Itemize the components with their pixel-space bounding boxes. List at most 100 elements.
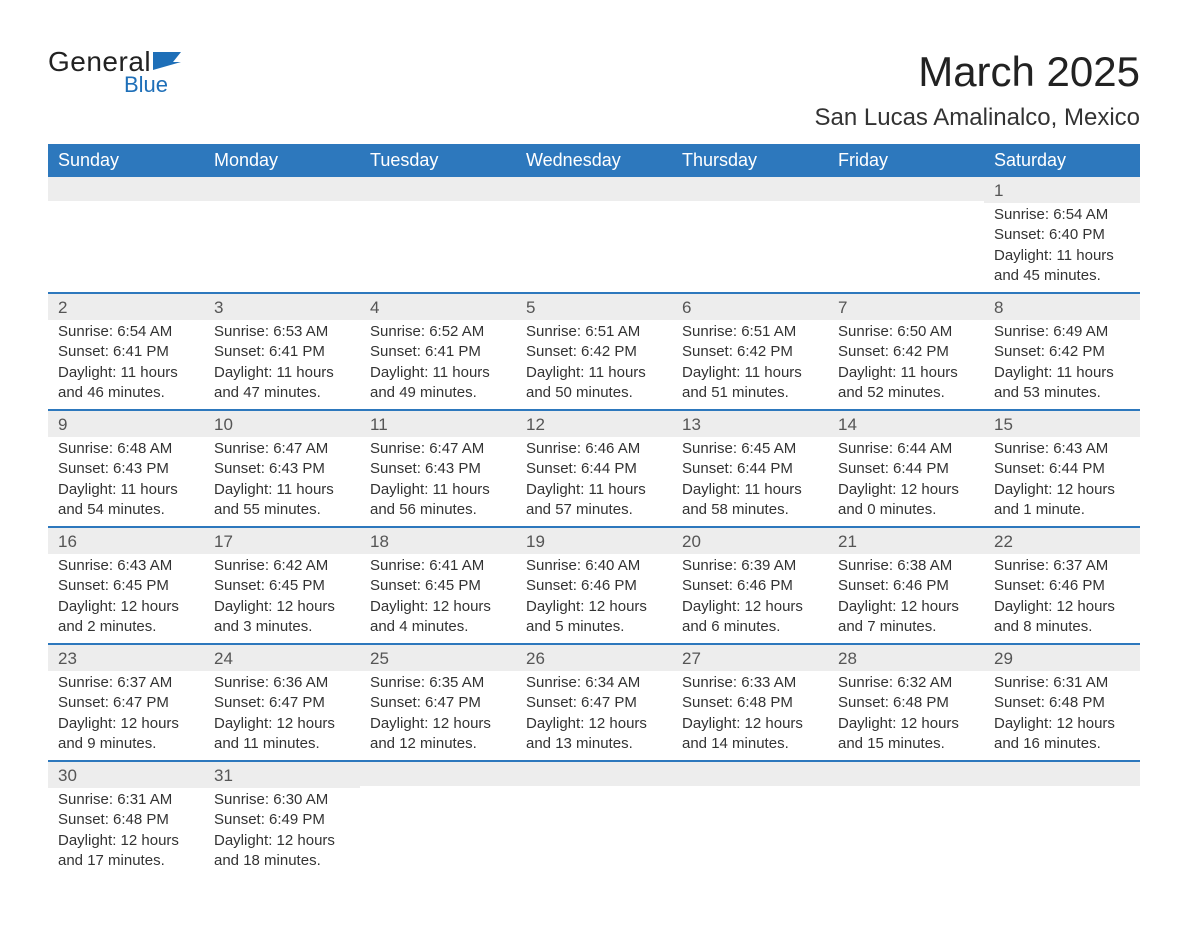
day-sunset: Sunset: 6:48 PM (838, 693, 974, 713)
calendar-cell (672, 177, 828, 293)
day-sunrise: Sunrise: 6:34 AM (526, 673, 662, 693)
day-sunrise: Sunrise: 6:43 AM (58, 556, 194, 576)
day-content: Sunrise: 6:44 AMSunset: 6:44 PMDaylight:… (828, 437, 984, 526)
day-sunset: Sunset: 6:48 PM (994, 693, 1130, 713)
day-number (516, 762, 672, 786)
day-sunset: Sunset: 6:47 PM (526, 693, 662, 713)
day-sunset: Sunset: 6:47 PM (58, 693, 194, 713)
day-d1: Daylight: 11 hours (214, 363, 350, 383)
day-content: Sunrise: 6:32 AMSunset: 6:48 PMDaylight:… (828, 671, 984, 760)
calendar-week: 23Sunrise: 6:37 AMSunset: 6:47 PMDayligh… (48, 644, 1140, 761)
day-number: 23 (48, 645, 204, 671)
day-content: Sunrise: 6:30 AMSunset: 6:49 PMDaylight:… (204, 788, 360, 877)
day-content: Sunrise: 6:50 AMSunset: 6:42 PMDaylight:… (828, 320, 984, 409)
day-sunset: Sunset: 6:46 PM (994, 576, 1130, 596)
day-header: Saturday (984, 144, 1140, 177)
day-content: Sunrise: 6:37 AMSunset: 6:47 PMDaylight:… (48, 671, 204, 760)
day-number (48, 177, 204, 201)
day-d1: Daylight: 12 hours (994, 714, 1130, 734)
day-d2: and 46 minutes. (58, 383, 194, 403)
calendar-cell: 20Sunrise: 6:39 AMSunset: 6:46 PMDayligh… (672, 527, 828, 644)
day-d1: Daylight: 11 hours (526, 480, 662, 500)
day-sunset: Sunset: 6:43 PM (214, 459, 350, 479)
day-d2: and 11 minutes. (214, 734, 350, 754)
day-d1: Daylight: 11 hours (838, 363, 974, 383)
day-number: 11 (360, 411, 516, 437)
logo-text-blue: Blue (124, 74, 168, 96)
day-sunrise: Sunrise: 6:33 AM (682, 673, 818, 693)
header: General Blue March 2025 San Lucas Amalin… (48, 48, 1140, 132)
day-d1: Daylight: 11 hours (994, 246, 1130, 266)
day-sunrise: Sunrise: 6:38 AM (838, 556, 974, 576)
day-number: 3 (204, 294, 360, 320)
day-d1: Daylight: 12 hours (682, 714, 818, 734)
day-number: 29 (984, 645, 1140, 671)
day-d1: Daylight: 12 hours (214, 831, 350, 851)
day-d1: Daylight: 12 hours (682, 597, 818, 617)
day-d2: and 49 minutes. (370, 383, 506, 403)
day-number: 8 (984, 294, 1140, 320)
day-d2: and 53 minutes. (994, 383, 1130, 403)
calendar-cell: 17Sunrise: 6:42 AMSunset: 6:45 PMDayligh… (204, 527, 360, 644)
day-d2: and 14 minutes. (682, 734, 818, 754)
calendar-cell: 29Sunrise: 6:31 AMSunset: 6:48 PMDayligh… (984, 644, 1140, 761)
day-sunrise: Sunrise: 6:35 AM (370, 673, 506, 693)
day-content: Sunrise: 6:49 AMSunset: 6:42 PMDaylight:… (984, 320, 1140, 409)
day-number (984, 762, 1140, 786)
calendar-cell: 27Sunrise: 6:33 AMSunset: 6:48 PMDayligh… (672, 644, 828, 761)
day-content: Sunrise: 6:51 AMSunset: 6:42 PMDaylight:… (516, 320, 672, 409)
day-d1: Daylight: 12 hours (370, 597, 506, 617)
day-number: 16 (48, 528, 204, 554)
day-sunrise: Sunrise: 6:54 AM (994, 205, 1130, 225)
day-sunrise: Sunrise: 6:40 AM (526, 556, 662, 576)
day-d2: and 6 minutes. (682, 617, 818, 637)
day-d1: Daylight: 11 hours (682, 480, 818, 500)
day-number (360, 177, 516, 201)
day-d2: and 54 minutes. (58, 500, 194, 520)
calendar-cell: 18Sunrise: 6:41 AMSunset: 6:45 PMDayligh… (360, 527, 516, 644)
day-d2: and 45 minutes. (994, 266, 1130, 286)
day-header: Monday (204, 144, 360, 177)
calendar-table: Sunday Monday Tuesday Wednesday Thursday… (48, 144, 1140, 877)
day-number: 26 (516, 645, 672, 671)
day-sunrise: Sunrise: 6:50 AM (838, 322, 974, 342)
calendar-cell: 4Sunrise: 6:52 AMSunset: 6:41 PMDaylight… (360, 293, 516, 410)
day-d2: and 15 minutes. (838, 734, 974, 754)
day-content: Sunrise: 6:38 AMSunset: 6:46 PMDaylight:… (828, 554, 984, 643)
calendar-week: 1Sunrise: 6:54 AMSunset: 6:40 PMDaylight… (48, 177, 1140, 293)
day-sunset: Sunset: 6:43 PM (370, 459, 506, 479)
day-content: Sunrise: 6:53 AMSunset: 6:41 PMDaylight:… (204, 320, 360, 409)
day-number: 27 (672, 645, 828, 671)
day-content (516, 786, 672, 864)
day-sunset: Sunset: 6:43 PM (58, 459, 194, 479)
calendar-cell: 9Sunrise: 6:48 AMSunset: 6:43 PMDaylight… (48, 410, 204, 527)
day-d1: Daylight: 11 hours (370, 480, 506, 500)
day-d2: and 52 minutes. (838, 383, 974, 403)
day-content (672, 201, 828, 279)
day-d1: Daylight: 12 hours (838, 714, 974, 734)
day-number (672, 762, 828, 786)
day-sunrise: Sunrise: 6:31 AM (994, 673, 1130, 693)
day-sunset: Sunset: 6:48 PM (682, 693, 818, 713)
day-d2: and 8 minutes. (994, 617, 1130, 637)
day-content (672, 786, 828, 864)
day-d1: Daylight: 12 hours (994, 597, 1130, 617)
calendar-cell: 10Sunrise: 6:47 AMSunset: 6:43 PMDayligh… (204, 410, 360, 527)
day-d2: and 4 minutes. (370, 617, 506, 637)
day-content: Sunrise: 6:34 AMSunset: 6:47 PMDaylight:… (516, 671, 672, 760)
day-number: 19 (516, 528, 672, 554)
day-d2: and 0 minutes. (838, 500, 974, 520)
day-sunset: Sunset: 6:42 PM (682, 342, 818, 362)
calendar-week: 16Sunrise: 6:43 AMSunset: 6:45 PMDayligh… (48, 527, 1140, 644)
calendar-week: 2Sunrise: 6:54 AMSunset: 6:41 PMDaylight… (48, 293, 1140, 410)
day-content: Sunrise: 6:31 AMSunset: 6:48 PMDaylight:… (48, 788, 204, 877)
calendar-cell: 2Sunrise: 6:54 AMSunset: 6:41 PMDaylight… (48, 293, 204, 410)
calendar-cell (828, 177, 984, 293)
day-content (360, 201, 516, 279)
day-sunrise: Sunrise: 6:51 AM (682, 322, 818, 342)
day-number: 25 (360, 645, 516, 671)
calendar-cell: 5Sunrise: 6:51 AMSunset: 6:42 PMDaylight… (516, 293, 672, 410)
day-content: Sunrise: 6:47 AMSunset: 6:43 PMDaylight:… (204, 437, 360, 526)
day-content: Sunrise: 6:43 AMSunset: 6:45 PMDaylight:… (48, 554, 204, 643)
day-header: Tuesday (360, 144, 516, 177)
